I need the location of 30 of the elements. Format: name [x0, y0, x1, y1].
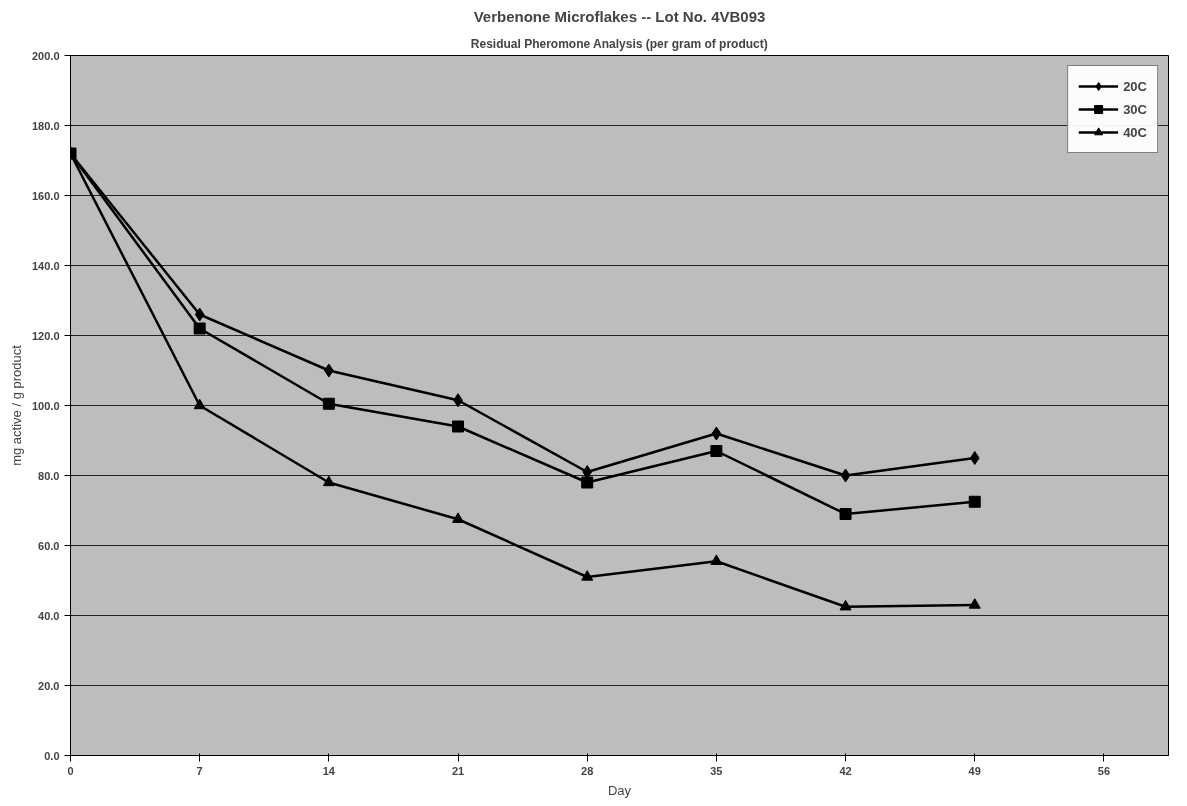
- x-tick-label: 7: [196, 764, 203, 777]
- y-tick-label: 140.0: [31, 259, 60, 272]
- y-tick-label: 20.0: [38, 679, 60, 692]
- y-tick-label: 60.0: [38, 539, 60, 552]
- y-tick-label: 0.0: [44, 749, 60, 762]
- x-tick-label: 49: [968, 764, 981, 777]
- x-axis-title: Day: [607, 782, 632, 798]
- chart-title: Verbenone Microflakes -- Lot No. 4VB093: [473, 7, 766, 25]
- x-tick-label: 35: [710, 764, 723, 777]
- x-tick-label: 56: [1097, 764, 1111, 777]
- y-tick-label: 80.0: [38, 469, 60, 482]
- point: [968, 495, 981, 508]
- x-tick-label: 28: [581, 764, 594, 777]
- point: [969, 451, 980, 465]
- chart-subtitle: Residual Pheromone Analysis (per gram of product): [470, 36, 768, 51]
- point: [968, 598, 981, 609]
- x-tick-label: 21: [451, 764, 465, 777]
- y-tick-label: 160.0: [31, 189, 60, 202]
- y-tick-label: 100.0: [31, 399, 60, 412]
- legend-label: 20C: [1123, 78, 1147, 94]
- x-tick-label: 0: [67, 764, 74, 777]
- x-tick-label: 14: [322, 764, 336, 777]
- y-tick-label: 40.0: [38, 609, 60, 622]
- y-axis-title: mg active / g product: [8, 344, 24, 466]
- x-tick-label: 42: [839, 764, 852, 777]
- y-tick-label: 120.0: [31, 329, 60, 342]
- y-tick-label: 200.0: [31, 49, 60, 62]
- legend-label: 40C: [1123, 124, 1147, 140]
- y-tick-label: 180.0: [31, 119, 60, 132]
- legend-label: 30C: [1123, 101, 1147, 117]
